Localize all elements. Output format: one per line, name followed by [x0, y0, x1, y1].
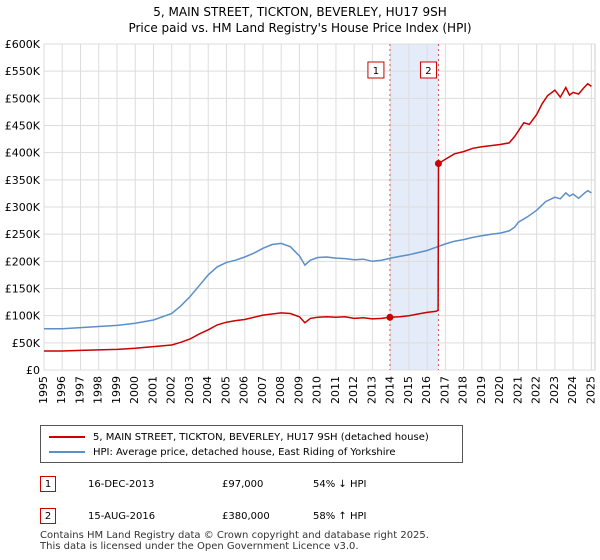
transaction-number-badge: 1	[40, 476, 56, 492]
hpi-line	[44, 189, 592, 330]
y-tick-label: £500K	[5, 92, 41, 105]
table-row: 1 16-DEC-2013 £97,000 54% ↓ HPI	[40, 475, 366, 493]
legend-label-hpi: HPI: Average price, detached house, East…	[93, 446, 396, 458]
legend: 5, MAIN STREET, TICKTON, BEVERLEY, HU17 …	[40, 425, 463, 463]
y-tick-label: £450K	[5, 120, 41, 133]
transaction-price: £97,000	[222, 478, 264, 490]
transaction-hpi-diff: 58% ↑ HPI	[313, 510, 367, 522]
y-tick-label: £350K	[5, 174, 41, 187]
x-tick-label: 2014	[384, 376, 397, 404]
x-tick-label: 2004	[201, 376, 214, 404]
x-tick-label: 2015	[402, 376, 415, 404]
legend-swatch-hpi	[49, 451, 85, 453]
x-tick-label: 2012	[347, 376, 360, 404]
transaction-number-badge: 2	[40, 508, 56, 524]
y-tick-label: £300K	[5, 201, 41, 214]
transaction-price: £380,000	[222, 510, 270, 522]
x-tick-label: 2008	[274, 376, 287, 404]
y-tick-label: £0	[26, 364, 40, 377]
x-tick-label: 2009	[292, 376, 305, 404]
price-chart: £0 £50K £100K £150K £200K £250K £300K £350K £400…	[5, 38, 598, 404]
y-tick-label: £600K	[5, 38, 41, 51]
x-tick-label: 1997	[73, 376, 86, 404]
x-tick-label: 2006	[238, 376, 251, 404]
footer-licence: This data is licensed under the Open Gov…	[40, 541, 359, 552]
chart-subtitle: Price paid vs. HM Land Registry's House …	[128, 21, 472, 35]
transaction-date: 16-DEC-2013	[88, 478, 155, 490]
footer: Contains HM Land Registry data © Crown c…	[40, 530, 429, 552]
x-tick-label: 2000	[128, 376, 141, 404]
x-tick-label: 2023	[548, 376, 561, 404]
x-tick-label: 2013	[365, 376, 378, 404]
x-tick-label: 2022	[530, 376, 543, 404]
legend-item-property: 5, MAIN STREET, TICKTON, BEVERLEY, HU17 …	[49, 430, 429, 444]
x-tick-label: 1996	[55, 376, 68, 404]
y-tick-label: £50K	[12, 337, 41, 350]
y-tick-label: £150K	[5, 283, 41, 296]
legend-label-property: 5, MAIN STREET, TICKTON, BEVERLEY, HU17 …	[93, 431, 429, 443]
sale-point-marker	[386, 313, 394, 321]
footer-copyright: Contains HM Land Registry data © Crown c…	[40, 530, 429, 541]
x-tick-label: 1995	[37, 376, 50, 404]
legend-item-hpi: HPI: Average price, detached house, East…	[49, 445, 396, 459]
x-tick-label: 2003	[183, 376, 196, 404]
x-tick-label: 2002	[165, 376, 178, 404]
y-tick-label: £250K	[5, 228, 41, 241]
x-tick-label: 2010	[311, 376, 324, 404]
series-lines	[44, 82, 592, 352]
y-tick-label: £550K	[5, 65, 41, 78]
property-price-line	[44, 82, 592, 352]
transaction-hpi-diff: 54% ↓ HPI	[313, 478, 367, 490]
x-tick-label: 1999	[110, 376, 123, 404]
x-tick-label: 2001	[146, 376, 159, 404]
transactions-table: 1 16-DEC-2013 £97,000 54% ↓ HPI 2 15-AUG…	[40, 475, 460, 525]
x-tick-label: 2005	[219, 376, 232, 404]
x-tick-label: 2017	[438, 376, 451, 404]
y-axis-ticks: £0 £50K £100K £150K £200K £250K £300K £350K £400…	[5, 38, 41, 377]
sale-point-marker	[434, 160, 442, 168]
x-tick-label: 2007	[256, 376, 269, 404]
x-tick-label: 1998	[92, 376, 105, 404]
grid-lines	[43, 43, 595, 371]
legend-swatch-property	[49, 436, 85, 438]
x-tick-label: 2025	[584, 376, 597, 404]
x-tick-label: 2011	[329, 376, 342, 404]
chart-title: 5, MAIN STREET, TICKTON, BEVERLEY, HU17 …	[153, 5, 447, 19]
x-tick-label: 2019	[475, 376, 488, 404]
sale-label-box	[367, 61, 385, 79]
y-tick-label: £100K	[5, 310, 41, 323]
x-tick-label: 2024	[566, 376, 579, 404]
x-axis-ticks: 1995 1996 1997 1998 1999 2000 2001 2002 2003 2004…	[37, 376, 597, 404]
sale-label-number: 1	[373, 66, 379, 77]
x-tick-label: 2018	[457, 376, 470, 404]
sale-label-number: 2	[425, 66, 431, 77]
table-row: 2 15-AUG-2016 £380,000 58% ↑ HPI	[40, 507, 366, 525]
y-tick-label: £200K	[5, 255, 41, 268]
sale-label-box	[419, 61, 437, 79]
x-tick-label: 2016	[420, 376, 433, 404]
x-tick-label: 2020	[493, 376, 506, 404]
transaction-date: 15-AUG-2016	[88, 510, 156, 522]
x-tick-label: 2021	[511, 376, 524, 404]
y-tick-label: £400K	[5, 147, 41, 160]
